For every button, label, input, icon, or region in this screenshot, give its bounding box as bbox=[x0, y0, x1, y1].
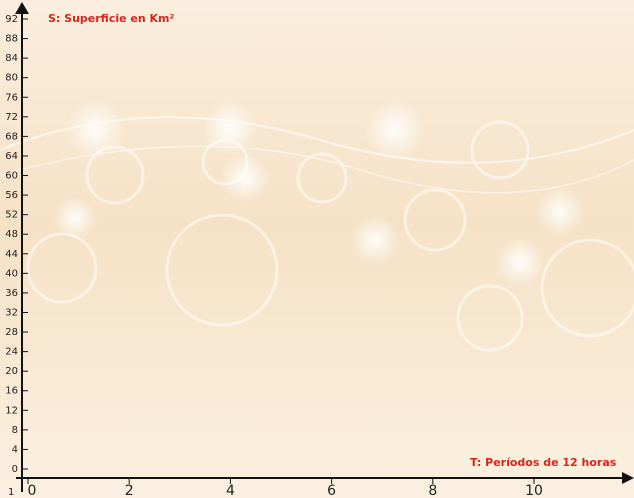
y-axis-title: S: Superficie en Km² bbox=[48, 12, 175, 25]
x-tick-label: 4 bbox=[226, 483, 235, 498]
y-tick-label: 56 bbox=[5, 190, 18, 201]
y-tick-label: 44 bbox=[5, 249, 18, 260]
y-tick-label: 52 bbox=[5, 210, 18, 221]
y-tick-label: 40 bbox=[5, 268, 18, 279]
x-tick-label: 2 bbox=[125, 483, 134, 498]
y-tick-label: 84 bbox=[5, 53, 18, 64]
y-tick-label: 80 bbox=[5, 73, 18, 84]
wave bbox=[0, 145, 634, 194]
y-tick-label: 0 bbox=[12, 464, 18, 475]
y-tick-label: 60 bbox=[5, 171, 18, 182]
x-tick-label: 8 bbox=[428, 483, 437, 498]
y-tick-label: 28 bbox=[5, 327, 18, 338]
x-tick-label: 0 bbox=[28, 483, 37, 498]
x-tick-label: 10 bbox=[525, 483, 543, 498]
y-tick-label: 12 bbox=[5, 405, 18, 416]
x-tick-label: 6 bbox=[327, 483, 336, 498]
y-tick-label: 88 bbox=[5, 34, 18, 45]
x-axis-title: T: Períodos de 12 horas bbox=[470, 456, 617, 469]
y-tick-label: 8 bbox=[12, 425, 18, 436]
y-tick-label: 20 bbox=[5, 366, 18, 377]
y-tick-label: 76 bbox=[5, 92, 18, 103]
glows bbox=[53, 100, 585, 287]
y-tick-label: 4 bbox=[12, 444, 18, 455]
x-arrow bbox=[622, 472, 634, 484]
y-tick-label: 68 bbox=[5, 131, 18, 142]
y-tick-label: 16 bbox=[5, 386, 18, 397]
y-tick-label: 48 bbox=[5, 229, 18, 240]
wave bbox=[0, 116, 634, 164]
y-tick-label: 24 bbox=[5, 347, 18, 358]
y-tick-label: 36 bbox=[5, 288, 18, 299]
y-tick-label: 92 bbox=[5, 14, 18, 25]
y-tick-label: 64 bbox=[5, 151, 18, 162]
y-tick-label: 72 bbox=[5, 112, 18, 123]
y-tick-label: 32 bbox=[5, 307, 18, 318]
y-arrow bbox=[15, 2, 29, 14]
annotation: 1 bbox=[8, 487, 14, 498]
